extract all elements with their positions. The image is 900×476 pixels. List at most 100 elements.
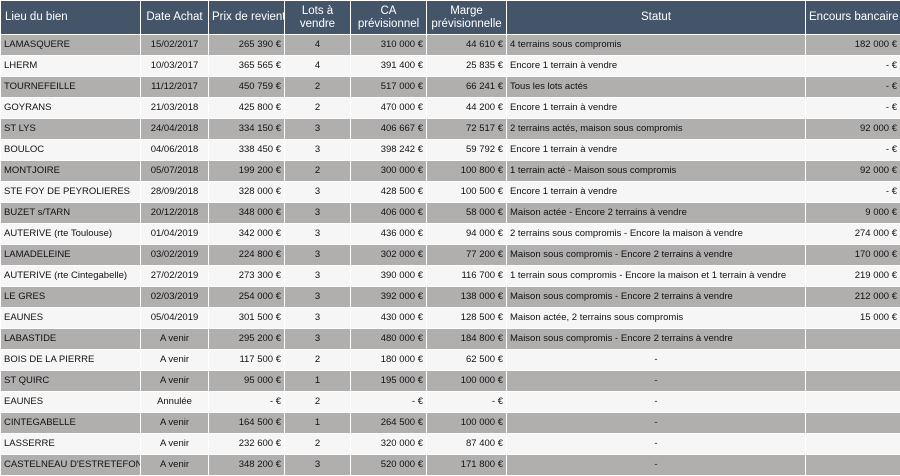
cell-ca: 180 000 € [351, 350, 427, 371]
cell-marge: 62 500 € [427, 350, 507, 371]
cell-encours [806, 392, 900, 413]
cell-ca: 470 000 € [351, 98, 427, 119]
cell-date: 24/04/2018 [141, 119, 209, 140]
cell-ca: 390 000 € [351, 266, 427, 287]
cell-marge: 100 500 € [427, 182, 507, 203]
cell-statut: 2 terrains sous compromis - Encore la ma… [507, 224, 806, 245]
cell-encours: - € [806, 77, 900, 98]
cell-statut: - [507, 371, 806, 392]
cell-lieu: LAMASQUERE [1, 35, 141, 56]
cell-statut: - [507, 413, 806, 434]
cell-marge: 100 000 € [427, 413, 507, 434]
cell-statut: Encore 1 terrain à vendre [507, 98, 806, 119]
header-statut: Statut [507, 1, 806, 35]
cell-encours [806, 455, 900, 476]
cell-lieu: TOURNEFEILLE [1, 77, 141, 98]
cell-lots: 3 [285, 140, 351, 161]
cell-ca: 480 000 € [351, 329, 427, 350]
cell-lieu: ST LYS [1, 119, 141, 140]
cell-lieu: LAMADELEINE [1, 245, 141, 266]
cell-prix: 348 200 € [209, 455, 285, 476]
cell-ca: 300 000 € [351, 161, 427, 182]
cell-lieu: AUTERIVE (rte Toulouse) [1, 224, 141, 245]
cell-ca: 195 000 € [351, 371, 427, 392]
header-encours: Encours bancaire [806, 1, 900, 35]
cell-ca: 436 000 € [351, 224, 427, 245]
cell-lots: 3 [285, 203, 351, 224]
header-ca: CA prévisionnel [351, 1, 427, 35]
cell-encours [806, 329, 900, 350]
cell-encours: - € [806, 98, 900, 119]
cell-lots: 2 [285, 161, 351, 182]
cell-prix: 425 800 € [209, 98, 285, 119]
cell-encours: 15 000 € [806, 308, 900, 329]
cell-lieu: BUZET s/TARN [1, 203, 141, 224]
cell-statut: - [507, 392, 806, 413]
cell-prix: 164 500 € [209, 413, 285, 434]
cell-ca: 406 000 € [351, 203, 427, 224]
cell-ca: 406 667 € [351, 119, 427, 140]
cell-lieu: BOULOC [1, 140, 141, 161]
cell-date: A venir [141, 329, 209, 350]
cell-marge: - € [427, 392, 507, 413]
cell-marge: 58 000 € [427, 203, 507, 224]
cell-lieu: AUTERIVE (rte Cintegabelle) [1, 266, 141, 287]
cell-ca: 428 500 € [351, 182, 427, 203]
cell-lieu: STE FOY DE PEYROLIERES [1, 182, 141, 203]
cell-marge: 59 792 € [427, 140, 507, 161]
cell-prix: - € [209, 392, 285, 413]
cell-marge: 44 610 € [427, 35, 507, 56]
cell-lieu: LE GRES [1, 287, 141, 308]
cell-lieu: CINTEGABELLE [1, 413, 141, 434]
cell-statut: - [507, 350, 806, 371]
cell-prix: 95 000 € [209, 371, 285, 392]
cell-encours: 92 000 € [806, 119, 900, 140]
cell-lots: 3 [285, 329, 351, 350]
cell-lots: 3 [285, 266, 351, 287]
cell-prix: 301 500 € [209, 308, 285, 329]
cell-ca: 310 000 € [351, 35, 427, 56]
header-lieu: Lieu du bien [1, 1, 141, 35]
cell-ca: - € [351, 392, 427, 413]
cell-encours [806, 371, 900, 392]
cell-encours: 170 000 € [806, 245, 900, 266]
cell-encours: 274 000 € [806, 224, 900, 245]
cell-statut: Maison actée, 2 terrains sous compromis [507, 308, 806, 329]
cell-statut: Encore 1 terrain à vendre [507, 140, 806, 161]
cell-ca: 398 242 € [351, 140, 427, 161]
cell-lots: 2 [285, 77, 351, 98]
cell-ca: 430 000 € [351, 308, 427, 329]
cell-lots: 4 [285, 56, 351, 77]
cell-prix: 348 000 € [209, 203, 285, 224]
cell-date: 02/03/2019 [141, 287, 209, 308]
cell-marge: 138 000 € [427, 287, 507, 308]
cell-prix: 338 450 € [209, 140, 285, 161]
cell-date: 28/09/2018 [141, 182, 209, 203]
cell-statut: 4 terrains sous compromis [507, 35, 806, 56]
cell-lots: 2 [285, 392, 351, 413]
cell-lots: 3 [285, 182, 351, 203]
cell-date: 20/12/2018 [141, 203, 209, 224]
cell-date: 05/04/2019 [141, 308, 209, 329]
cell-lieu: EAUNES [1, 392, 141, 413]
cell-marge: 87 400 € [427, 434, 507, 455]
cell-marge: 100 000 € [427, 371, 507, 392]
cell-marge: 66 241 € [427, 77, 507, 98]
cell-encours: - € [806, 182, 900, 203]
cell-prix: 199 200 € [209, 161, 285, 182]
cell-date: 27/02/2019 [141, 266, 209, 287]
cell-marge: 44 200 € [427, 98, 507, 119]
cell-ca: 517 000 € [351, 77, 427, 98]
cell-encours: - € [806, 56, 900, 77]
